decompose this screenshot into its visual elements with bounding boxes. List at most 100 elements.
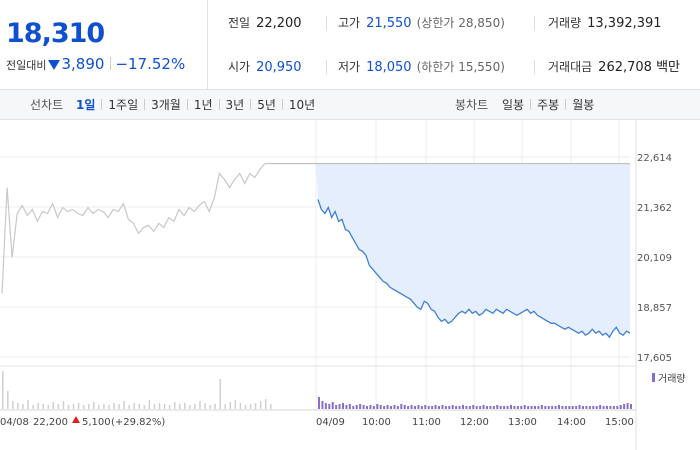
volume-bar [345, 405, 348, 409]
volume-bar [486, 406, 488, 409]
volume-bar [229, 402, 232, 409]
volume-bar [338, 404, 341, 409]
tab-divider [281, 99, 283, 110]
low-value: 18,050 [366, 60, 412, 75]
price-chart: 22,614 21,362 20,109 18,857 17,605 거래량 04/08… [0, 120, 686, 450]
volume-bar [42, 404, 44, 409]
volume-bar [441, 405, 444, 409]
volume-bar [496, 405, 499, 409]
volume-bar [414, 406, 416, 409]
today-area [316, 163, 630, 338]
line-period-tab[interactable]: 1일 [76, 98, 96, 112]
line-period-tab[interactable]: 3년 [225, 98, 245, 112]
high-value: 21,550 [366, 16, 412, 31]
volume-bar [52, 402, 55, 409]
down-triangle-icon [48, 60, 61, 70]
low-label: 저가 [338, 60, 361, 74]
line-period-tab[interactable]: 5년 [257, 98, 276, 112]
line-period-tab[interactable]: 1주일 [108, 98, 139, 112]
volume-bar [352, 406, 355, 409]
volume-bar [259, 401, 262, 409]
volume-bar [224, 404, 226, 409]
volume-bar [158, 403, 161, 409]
volume-bar [270, 404, 272, 409]
info-divider [534, 60, 535, 74]
volume-bar [369, 405, 372, 409]
volume-bar [342, 403, 344, 409]
open-value: 20,950 [256, 60, 302, 75]
volume-bar [133, 403, 135, 409]
price-box: 18,310 전일대비 3,890 −17.52% [0, 0, 208, 90]
volume-bar [510, 405, 512, 409]
volume-bar [554, 406, 557, 409]
volume-bar [62, 401, 65, 409]
volume-bar [499, 406, 502, 409]
line-period-tab[interactable]: 10년 [288, 98, 316, 112]
tab-divider [218, 99, 220, 110]
volume-bar [32, 405, 34, 409]
candle-period-tab[interactable]: 월봉 [572, 98, 595, 112]
today-line [317, 199, 631, 339]
volume-bar [199, 401, 201, 409]
volume-bar [12, 401, 14, 409]
volume-bar [173, 402, 176, 409]
candle-period-tab[interactable]: 일봉 [502, 98, 525, 112]
volume-bar [417, 405, 420, 409]
volume-bar [582, 406, 584, 409]
prev-close-label: 전일 [228, 16, 251, 30]
up-triangle-icon [72, 416, 80, 423]
volume-bar [602, 406, 605, 409]
x-tick-label: 14:00 [557, 417, 586, 428]
info-divider [326, 60, 327, 74]
volume-bar [379, 405, 382, 409]
volume-bar [87, 404, 90, 409]
candle-period-tab[interactable]: 주봉 [537, 98, 560, 112]
volume-bar [462, 405, 464, 409]
x-tick-label: 15:00 [605, 417, 634, 428]
volume-bar [551, 406, 554, 409]
volume-bar [588, 406, 591, 409]
y-tick-label: 20,109 [637, 253, 672, 264]
prev-day-date: 04/08 [0, 417, 29, 428]
volume-bar [396, 406, 399, 409]
trade-value-label: 거래대금 [548, 60, 593, 74]
x-tick-label: 11:00 [412, 417, 441, 428]
volume-bar [2, 371, 4, 409]
tab-divider [565, 99, 567, 110]
volume-bar [328, 404, 331, 409]
change-row: 전일대비 3,890 −17.52% [6, 54, 185, 73]
prev-day-line [1, 162, 270, 294]
info-trade-value: 거래대금 262,708 백만 [548, 45, 680, 90]
volume-bar [506, 406, 509, 409]
line-period-tab[interactable]: 3개월 [151, 98, 181, 112]
volume-bar [194, 404, 196, 409]
volume-bar [244, 405, 247, 409]
volume-bar [118, 404, 120, 409]
line-period-tab[interactable]: 1년 [193, 98, 213, 112]
info-divider [326, 16, 327, 30]
volume-bar [128, 405, 130, 409]
info-high: 고가 21,550 (상한가 28,850) [338, 1, 505, 46]
volume-bar [335, 405, 338, 409]
volume-bar [82, 405, 85, 409]
volume-bar [355, 405, 358, 409]
y-tick-label: 18,857 [637, 303, 672, 314]
volume-bar [189, 405, 191, 409]
volume-bar [606, 406, 608, 409]
volume-bar [540, 405, 543, 409]
volume-bar [420, 406, 423, 409]
volume-bar [324, 403, 327, 409]
volume-bar [537, 406, 540, 409]
high-label: 고가 [338, 16, 361, 30]
volume-bar [407, 406, 410, 409]
volume-bar [103, 404, 105, 409]
volume-bar [108, 405, 110, 409]
volume-bar [595, 406, 598, 409]
volume-bar [479, 406, 482, 409]
price-lines [1, 162, 631, 339]
volume-bar [376, 404, 379, 409]
volume-bar [254, 403, 257, 409]
volume-bar [564, 406, 567, 409]
volume-bar [204, 403, 206, 409]
volume-bar [489, 406, 492, 409]
